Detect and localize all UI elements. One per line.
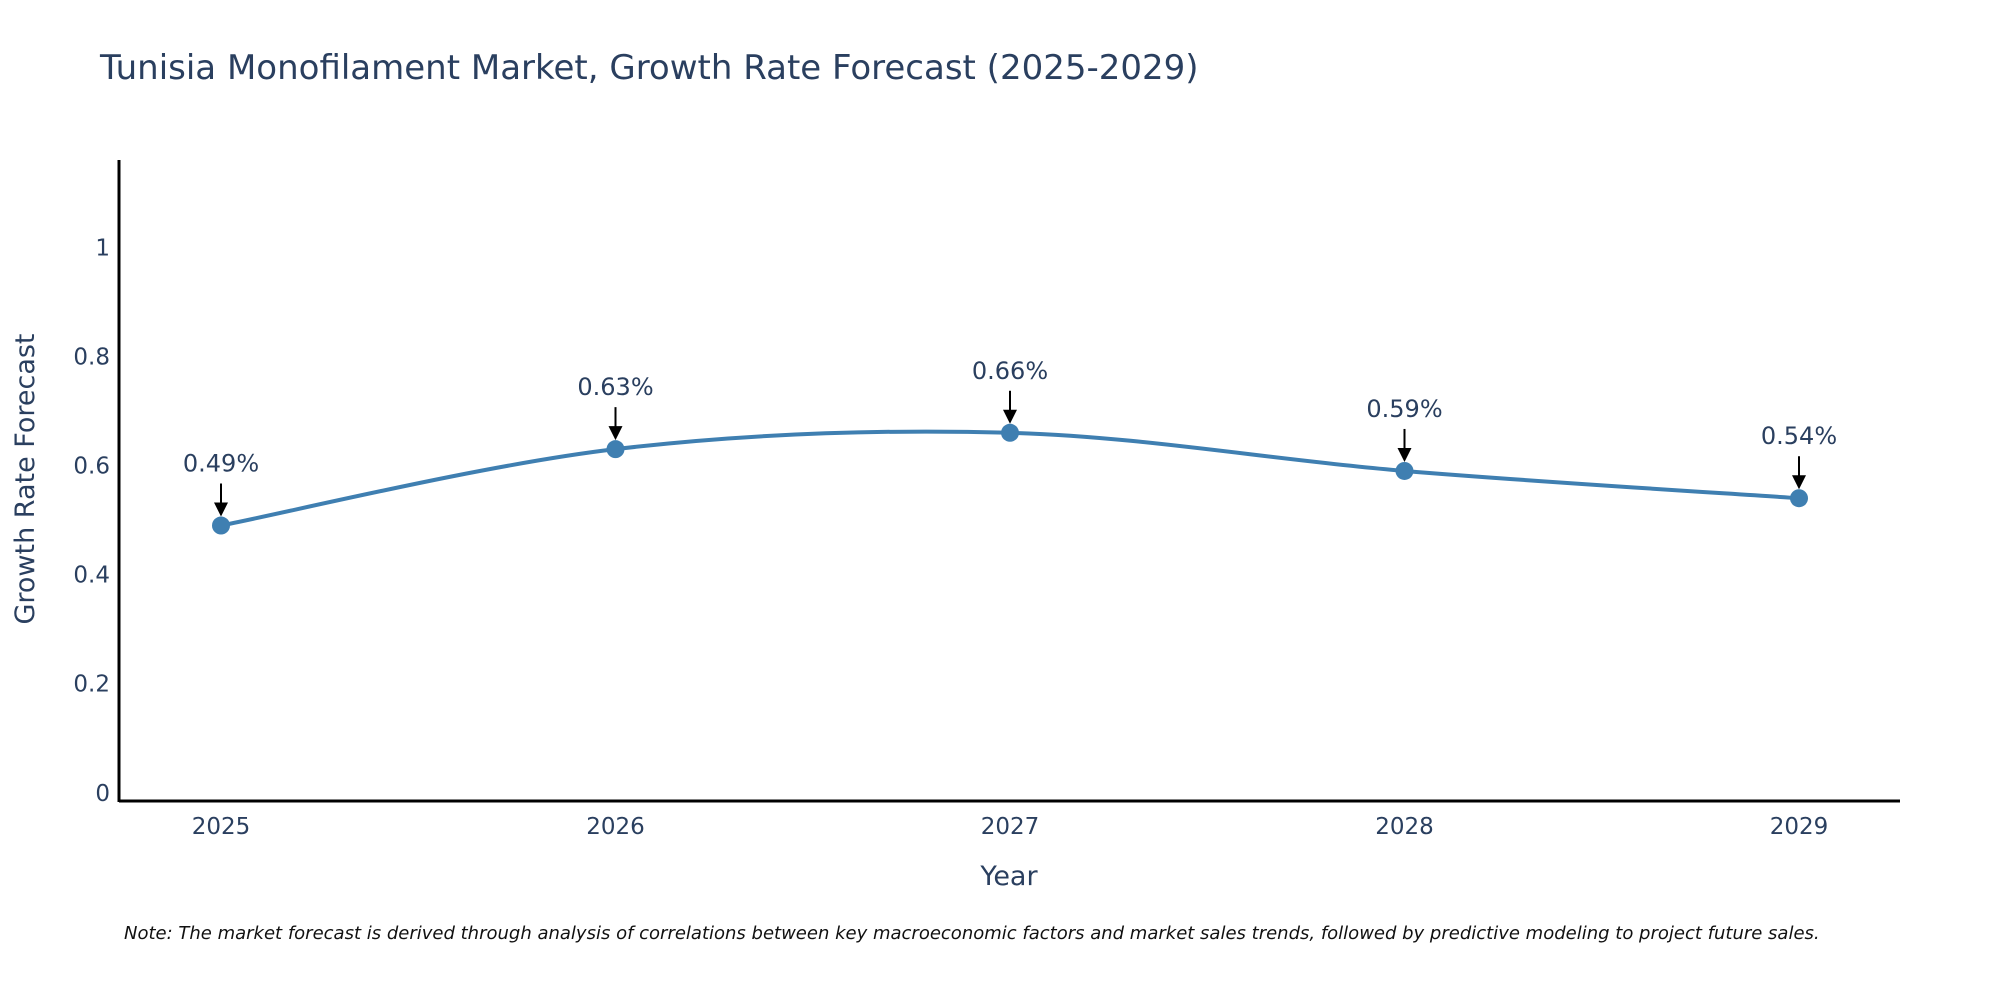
data-point [1001,423,1019,442]
data-label: 0.49% [183,450,259,478]
footnote: Note: The market forecast is derived thr… [124,923,1820,944]
data-annotations: 0.49% 0.63% 0.66% 0.59% 0.54% [183,357,1837,517]
y-axis-ticks: 0 0.2 0.4 0.6 0.8 1 [73,235,110,807]
y-tick-label: 0.6 [73,453,110,479]
data-label: 0.66% [972,357,1048,385]
chart-title: Tunisia Monofilament Market, Growth Rate… [99,48,1199,88]
x-tick-label: 2027 [981,814,1040,840]
y-axis-title: Growth Rate Forecast [10,333,41,624]
data-point [1790,489,1808,508]
data-label: 0.59% [1366,395,1442,423]
x-tick-label: 2028 [1375,814,1434,840]
annotation-arrow-head [1792,475,1806,490]
series-markers [212,423,1808,535]
y-tick-label: 0.8 [73,344,110,370]
y-tick-label: 1 [95,235,110,261]
annotation-arrow-head [214,502,228,517]
y-tick-label: 0 [95,781,110,807]
x-axis-ticks: 2025 2026 2027 2028 2029 [192,814,1829,840]
annotation-arrow-head [1397,447,1412,462]
series-line [220,429,1800,528]
data-point [606,440,625,459]
data-point [212,516,230,535]
x-tick-label: 2029 [1770,814,1829,840]
data-point [1395,461,1414,480]
y-tick-label: 0.2 [73,672,110,698]
data-label: 0.54% [1761,422,1837,450]
x-tick-label: 2026 [586,814,645,840]
annotation-arrow-head [1003,409,1017,424]
data-label: 0.63% [577,373,653,401]
x-axis-title: Year [979,861,1038,892]
y-tick-label: 0.4 [73,563,110,589]
annotation-arrow-head [608,426,623,441]
x-tick-label: 2025 [192,814,251,840]
